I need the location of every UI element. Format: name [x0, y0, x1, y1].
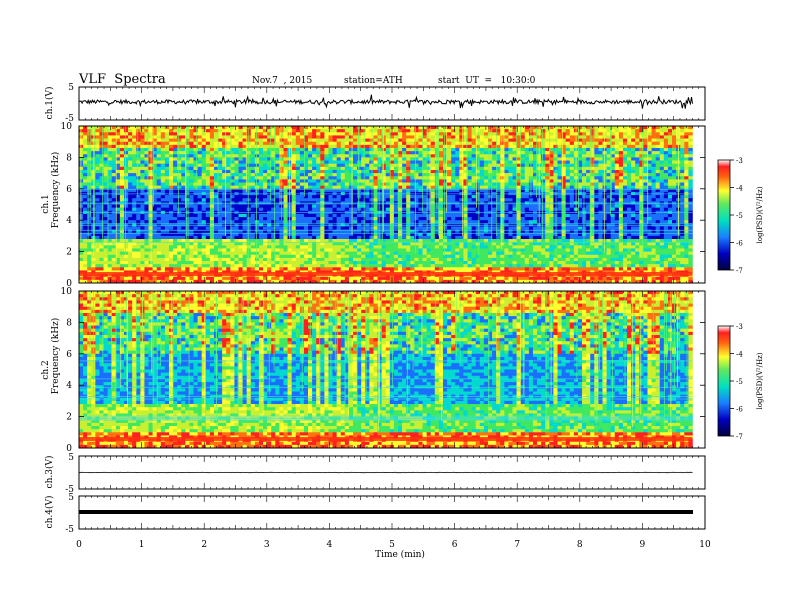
ch4-waveform-panel: 5 -5 ch.4(V): [44, 493, 706, 535]
ch2-spectrogram-panel: ch.2 Frequency (kHz) 0 2 4 6 8 10: [41, 287, 706, 454]
ch2-colorbar-scale: [717, 325, 731, 437]
colorbar-tick-label: -5: [736, 212, 743, 220]
freq-tick-label: 8: [66, 318, 72, 328]
freq-tick-label: 8: [66, 153, 72, 163]
freq-tick-label: 0: [66, 444, 72, 454]
ch1-colorbar-scale: [717, 159, 731, 271]
ch1-ytick-5: 5: [68, 83, 74, 93]
x-tick-label: 1: [139, 540, 145, 550]
ch2-colorbar-label: log(PSD)(V²/Hz): [756, 352, 764, 409]
ch1-ylabel: ch.1(V): [44, 87, 55, 120]
ch2-freq-ticks: 0 2 4 6 8 10: [61, 287, 705, 454]
ch1-waveform-panel: 5 -5 ch.1(V): [44, 83, 706, 124]
ch1-ytick-neg5: -5: [65, 114, 74, 124]
ch2-spectrogram-image: [79, 291, 705, 449]
colorbar-tick-label: -7: [736, 267, 743, 275]
ch3-ytick-5: 5: [68, 453, 74, 463]
colorbar-tick-label: -7: [736, 433, 743, 441]
freq-tick-label: 2: [66, 248, 72, 258]
ch1-ylabel-top: ch.1: [41, 194, 51, 213]
x-tick-label: 6: [452, 540, 458, 550]
ch4-ylabel: ch.4(V): [44, 496, 55, 529]
ch2-colorbar: -3 -4 -5 -6 -7 log(PSD)(V²/Hz): [717, 323, 764, 441]
freq-tick-label: 6: [66, 185, 72, 195]
x-tick-label: 10: [699, 540, 711, 550]
freq-tick-label: 4: [66, 381, 72, 391]
time-axis-ticks: 0 1 2 3 4 5 6 7 8 9 10: [76, 87, 711, 550]
colorbar-tick-label: -4: [736, 351, 743, 359]
ch1-waveform-trace: [78, 94, 693, 109]
freq-tick-label: 6: [66, 350, 72, 360]
colorbar-tick-label: -3: [736, 323, 743, 331]
colorbar-tick-label: -6: [736, 406, 743, 414]
freq-tick-label: 0: [66, 279, 72, 289]
ch1-spectrogram-panel: ch.1 Frequency (kHz) 0 2 4 6 8 10: [41, 122, 706, 289]
x-tick-label: 9: [640, 540, 646, 550]
x-tick-label: 3: [264, 540, 270, 550]
x-tick-label: 0: [76, 540, 82, 550]
x-tick-label: 4: [327, 540, 333, 550]
colorbar-tick-label: -3: [736, 157, 743, 165]
x-tick-label: 8: [577, 540, 583, 550]
freq-tick-label: 10: [61, 287, 73, 297]
ch4-ytick-5: 5: [68, 493, 74, 503]
x-tick-label: 5: [389, 540, 395, 550]
x-axis-label: Time (min): [375, 549, 425, 560]
x-tick-label: 2: [201, 540, 207, 550]
x-tick-label: 7: [514, 540, 520, 550]
ch1-colorbar-label: log(PSD)(V²/Hz): [756, 186, 764, 243]
figure-title: VLF Spectra: [79, 72, 166, 87]
ch3-ylabel: ch.3(V): [44, 456, 55, 489]
freq-tick-label: 4: [66, 216, 72, 226]
ch2-ylabel-freq: Frequency (kHz): [50, 318, 61, 395]
ch3-ytick-neg5: -5: [65, 485, 74, 495]
ch1-spectrogram-image: [79, 126, 705, 284]
colorbar-tick-label: -4: [736, 185, 743, 193]
date-label: Nov.7 , 2015: [252, 76, 313, 86]
ch3-waveform-panel: 5 -5 ch.3(V): [44, 453, 706, 495]
ch1-colorbar: -3 -4 -5 -6 -7 log(PSD)(V²/Hz): [717, 157, 764, 275]
ch2-ylabel-top: ch.2: [41, 360, 51, 379]
colorbar-tick-label: -5: [736, 378, 743, 386]
ch4-waveform-trace: [79, 510, 693, 514]
station-label: station=ATH: [344, 76, 403, 86]
start-time-label: start UT = 10:30:0: [438, 76, 536, 86]
ch1-freq-ticks: 0 2 4 6 8 10: [61, 122, 705, 289]
freq-tick-label: 2: [66, 413, 72, 423]
freq-tick-label: 10: [61, 122, 73, 132]
ch1-ylabel-freq: Frequency (kHz): [50, 152, 61, 229]
ch4-ytick-neg5: -5: [65, 525, 74, 535]
colorbar-tick-label: -6: [736, 240, 743, 248]
